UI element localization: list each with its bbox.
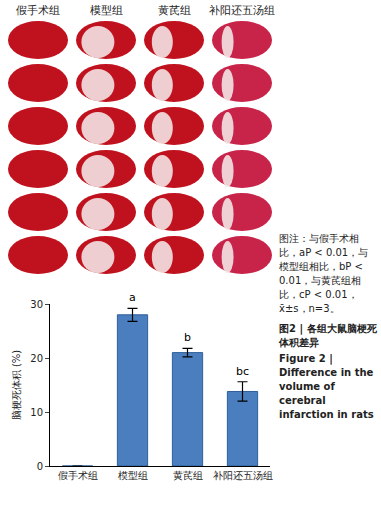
svg-text:模型组: 模型组: [90, 4, 123, 17]
svg-text:20: 20: [30, 353, 43, 364]
svg-text:假手术组: 假手术组: [16, 4, 60, 17]
svg-text:脑梗死体积 (%): 脑梗死体积 (%): [11, 350, 22, 421]
html-text:Figure 2 | Difference in the v: Figure 2 | Difference in the volume of c…: [279, 353, 374, 420]
svg-text:a: a: [129, 291, 136, 304]
svg-text:补阳还五汤组: 补阳还五汤组: [209, 4, 275, 17]
svg-text:模型组: 模型组: [118, 470, 148, 481]
html-text:图2 | 各组大鼠脑梗死体积差异: 图2 | 各组大鼠脑梗死体积差异: [279, 323, 377, 348]
svg-text:bc: bc: [236, 365, 249, 378]
svg-text:黄芪组: 黄芪组: [173, 470, 203, 481]
html-text:图注：与假手术相比，aP < 0.01，与模型组相比，bP: 图注：与假手术相比，aP < 0.01，与模型组相比，bP < 0.01，与黄芪…: [279, 233, 369, 314]
svg-text:黄芪组: 黄芪组: [158, 4, 191, 17]
svg-text:b: b: [184, 331, 191, 344]
svg-text:补阳还五汤组: 补阳还五汤组: [213, 470, 273, 481]
svg-text:10: 10: [30, 407, 43, 418]
svg-text:假手术组: 假手术组: [58, 470, 98, 481]
svg-text:0: 0: [37, 461, 43, 472]
svg-text:30: 30: [30, 299, 43, 310]
